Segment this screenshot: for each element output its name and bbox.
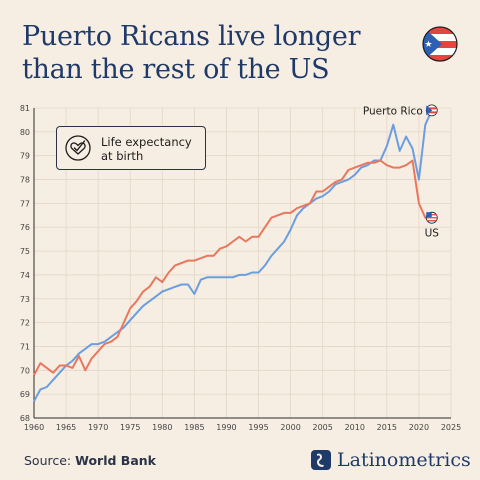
y-tick-label: 69 [20, 390, 30, 399]
y-axis: 68 69 70 71 72 73 74 75 76 77 78 79 80 81 [20, 104, 35, 423]
y-tick-label: 68 [20, 414, 30, 423]
series-lines [33, 109, 433, 402]
series-end-label-us: US [425, 228, 440, 240]
puerto-rico-end-marker [425, 104, 438, 117]
source-prefix: Source: [24, 453, 76, 468]
legend-label: Life expectancy at birth [101, 135, 205, 163]
y-tick-label: 76 [20, 223, 30, 232]
heart-check-icon [65, 135, 91, 161]
us-end-marker [425, 211, 438, 224]
brand: Latinometrics [310, 446, 471, 474]
latinometrics-logo-icon [311, 450, 331, 470]
y-tick-label: 80 [20, 128, 30, 137]
puerto-rico-flag-icon [422, 26, 458, 62]
y-tick-label: 77 [20, 199, 30, 208]
y-tick-label: 70 [20, 366, 30, 375]
series-line-us [33, 159, 432, 376]
title-line-1: Puerto Ricans live longer [22, 21, 361, 52]
legend-label-line-1: Life expectancy [101, 135, 192, 149]
x-tick-label: 2000 [280, 423, 300, 432]
y-tick-label: 71 [20, 342, 30, 351]
x-tick-label: 2005 [313, 423, 333, 432]
x-axis: 1960 1965 1970 1975 1980 1985 1990 1995 2000 2005… [24, 417, 461, 432]
brand-name: Latinometrics [337, 449, 471, 471]
x-tick-label: 1975 [120, 423, 140, 432]
x-tick-label: 1990 [216, 423, 236, 432]
x-tick-label: 2015 [377, 423, 397, 432]
y-tick-label: 75 [20, 247, 30, 256]
source-note: Source: World Bank [24, 453, 156, 468]
x-tick-label: 1995 [248, 423, 268, 432]
y-tick-label: 72 [20, 319, 30, 328]
x-tick-label: 1985 [184, 423, 204, 432]
x-tick-label: 1965 [56, 423, 76, 432]
y-tick-label: 74 [20, 271, 30, 280]
x-tick-label: 2020 [409, 423, 429, 432]
title-line-2: than the rest of the US [22, 54, 330, 85]
source-name: World Bank [75, 453, 156, 468]
legend-label-line-2: at birth [101, 149, 144, 163]
x-tick-label: 1980 [152, 423, 172, 432]
x-tick-label: 1960 [24, 423, 44, 432]
legend: Life expectancy at birth [56, 126, 206, 170]
series-markers: Puerto Rico US [363, 104, 440, 240]
y-tick-label: 78 [20, 176, 30, 185]
x-tick-label: 2025 [441, 423, 461, 432]
series-end-label-puerto-rico: Puerto Rico [363, 105, 423, 117]
chart-title: Puerto Ricans live longer than the rest … [22, 20, 402, 86]
y-tick-label: 79 [20, 152, 30, 161]
y-tick-label: 73 [20, 295, 30, 304]
x-tick-label: 2010 [345, 423, 365, 432]
x-tick-label: 1970 [88, 423, 108, 432]
series-line-puerto-rico [33, 109, 433, 402]
y-tick-label: 81 [20, 104, 30, 113]
